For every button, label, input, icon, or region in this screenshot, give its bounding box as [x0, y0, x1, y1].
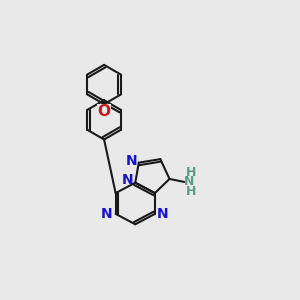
Text: N: N [122, 173, 134, 188]
Text: O: O [98, 104, 111, 119]
Text: O: O [98, 104, 111, 119]
Text: N: N [157, 207, 168, 221]
Text: H: H [186, 166, 196, 179]
Text: N: N [126, 154, 138, 168]
Text: N: N [184, 176, 194, 188]
Text: N: N [101, 207, 112, 221]
Text: H: H [186, 185, 196, 198]
